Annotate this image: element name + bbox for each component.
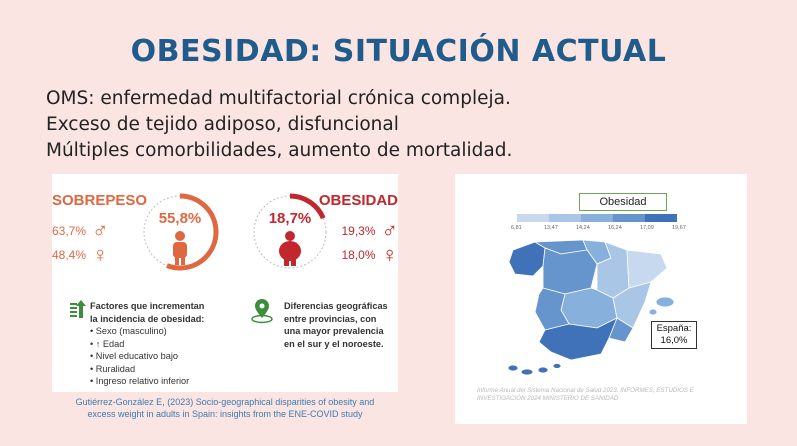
obesidad-female-stat: 18,0% ♀ — [341, 244, 398, 266]
male-icon: ♂ — [381, 218, 399, 243]
spain-average-label: España: 16,0% — [651, 321, 697, 349]
obesidad-male-value: 19,3% — [341, 224, 376, 238]
bullet-item: OMS: enfermedad multifactorial crónica c… — [46, 88, 511, 109]
legend-swatch — [613, 214, 645, 222]
legend-tick: 14,24 — [576, 225, 590, 231]
sobrepeso-male-stat: 63,7% ♂ — [52, 220, 109, 242]
bullet-item: Exceso de tejido adiposo, disfuncional — [46, 114, 399, 135]
geo-line: Diferencias geográficas — [284, 301, 388, 311]
obesity-factors: Factores que incrementan la incidencia d… — [90, 300, 204, 388]
map-title: Obesidad — [579, 193, 667, 211]
citation-line: Gutiérrez-González E, (2023) Socio-geogr… — [75, 397, 375, 407]
factors-heading: la incidencia de obesidad: — [90, 313, 205, 324]
sobrepeso-male-value: 63,7% — [52, 224, 87, 238]
citation-line: excess weight in adults in Spain: insigh… — [87, 409, 363, 419]
obesidad-female-value: 18,0% — [341, 248, 376, 262]
legend-swatch — [517, 214, 549, 222]
factor-item: • Ingreso relativo inferior — [90, 376, 190, 386]
person-icon — [279, 231, 301, 266]
obesidad-ring — [251, 193, 329, 271]
female-icon: ♀ — [92, 242, 109, 267]
spain-map — [507, 239, 675, 376]
geo-differences: Diferencias geográficas entre provincias… — [284, 300, 388, 350]
source-line: INVESTIGACIÓN 2024 MINISTERIO DE SANIDAD — [477, 395, 619, 402]
sobrepeso-total: 55,8% — [158, 210, 202, 227]
sobrepeso-ring — [141, 193, 219, 271]
sobrepeso-female-stat: 48,4% ♀ — [52, 244, 109, 266]
factor-item: • Nivel educativo bajo — [90, 351, 178, 361]
source-line: Informe Anual del Sistema Nacional de Sa… — [477, 387, 694, 394]
overweight-infographic: SOBREPESO OBESIDAD 63,7% ♂ 48,4% ♀ 19,3%… — [52, 174, 398, 392]
obesidad-label: OBESIDAD — [318, 192, 398, 209]
legend-tick: 19,67 — [672, 225, 686, 231]
obesidad-ring-arc — [251, 193, 329, 271]
map-source: Informe Anual del Sistema Nacional de Sa… — [477, 387, 747, 403]
legend-tick: 16,24 — [608, 225, 622, 231]
citation: Gutiérrez-González E, (2023) Socio-geogr… — [52, 396, 398, 420]
legend-tick: 6,81 — [511, 225, 522, 231]
location-pin-icon — [251, 299, 273, 324]
spain-label-text: España: — [656, 323, 692, 334]
sobrepeso-label: SOBREPESO — [52, 192, 148, 209]
factor-item: • Ruralidad — [90, 363, 136, 374]
bullet-list: OMS: enfermedad multifactorial crónica c… — [46, 86, 512, 164]
legend-swatch — [581, 214, 613, 222]
map-legend — [517, 214, 677, 222]
male-icon: ♂ — [92, 218, 109, 243]
factor-item: • Sexo (masculino) — [90, 326, 167, 336]
trend-up-icon — [70, 300, 86, 318]
spain-value: 16,0% — [660, 335, 688, 346]
factors-heading: Factores que incrementan — [90, 301, 205, 311]
obesity-map-panel: Obesidad 6,81 13,47 14,24 16,24 17,09 19… — [455, 174, 747, 424]
factor-item: • ↑ Edad — [90, 338, 125, 349]
geo-line: en el sur y el noroeste. — [284, 338, 384, 349]
bullet-item: Múltiples comorbilidades, aumento de mor… — [46, 140, 513, 161]
legend-tick: 17,09 — [640, 225, 654, 231]
page-title: OBESIDAD: SITUACIÓN ACTUAL — [130, 34, 667, 69]
legend-swatch — [645, 214, 677, 222]
geo-line: una mayor prevalencia — [284, 326, 384, 336]
legend-tick: 13,47 — [544, 225, 558, 231]
female-icon: ♀ — [381, 242, 399, 267]
obesidad-male-stat: 19,3% ♂ — [341, 220, 398, 242]
person-icon — [173, 231, 187, 265]
legend-swatch — [549, 214, 581, 222]
geo-line: entre provincias, con — [284, 313, 377, 324]
obesidad-total: 18,7% — [268, 210, 312, 227]
sobrepeso-female-value: 48,4% — [52, 248, 87, 262]
sobrepeso-ring-arc — [141, 193, 219, 271]
